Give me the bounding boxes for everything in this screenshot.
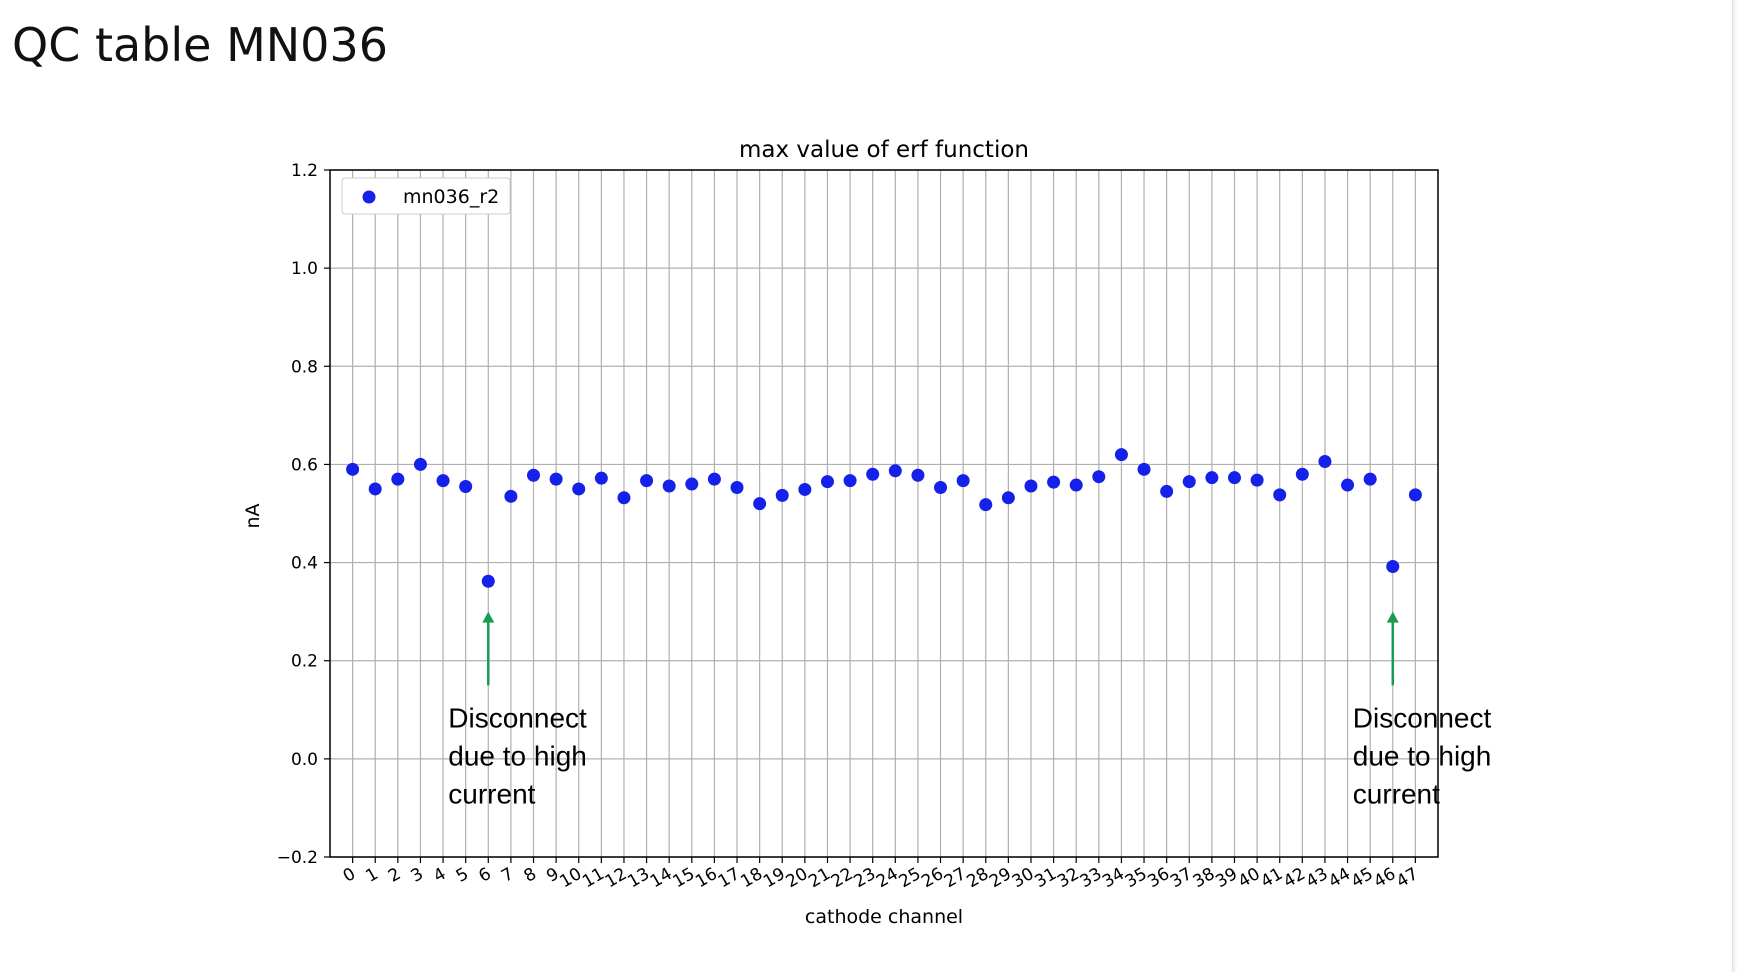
data-point — [1047, 475, 1061, 489]
data-point — [820, 475, 834, 489]
data-point — [1408, 488, 1422, 502]
data-point — [775, 488, 789, 502]
annotation-label-line: current — [1353, 778, 1440, 809]
data-point — [1205, 471, 1219, 485]
data-points — [346, 448, 1422, 588]
data-point — [572, 482, 586, 496]
x-tick-label: 2 — [385, 864, 404, 887]
data-point — [549, 472, 563, 486]
data-point — [753, 497, 767, 511]
x-tick-label: 7 — [498, 864, 517, 887]
data-point — [866, 467, 880, 481]
annotation-label-line: current — [448, 778, 535, 809]
annotation-label-line: due to high — [1353, 740, 1492, 771]
data-point — [391, 472, 405, 486]
x-tick-label: 8 — [521, 864, 540, 887]
data-point — [956, 474, 970, 488]
y-axis-ticks: −0.2 0.0 0.2 0.4 0.6 0.8 1.0 1.2 — [277, 161, 330, 868]
data-point — [346, 462, 360, 476]
data-point — [1182, 475, 1196, 489]
data-point — [798, 482, 812, 496]
data-point — [843, 474, 857, 488]
data-point — [594, 471, 608, 485]
data-point — [1341, 478, 1355, 492]
data-point — [617, 491, 631, 505]
data-point — [1092, 470, 1106, 484]
data-point — [527, 468, 541, 482]
annotation-arrows — [482, 611, 1399, 686]
data-point — [1386, 559, 1400, 573]
y-tick-label: 0.4 — [291, 554, 318, 574]
annotation-label-line: Disconnect — [448, 702, 587, 733]
annotation-arrow-head — [1386, 611, 1399, 623]
slide-edge-shadow — [1733, 0, 1738, 972]
data-point — [685, 477, 699, 491]
y-tick-label: 0.6 — [291, 455, 318, 475]
data-point — [1160, 484, 1174, 498]
x-axis-label: cathode channel — [805, 906, 963, 928]
data-point — [640, 474, 654, 488]
y-tick-label: 1.2 — [291, 161, 318, 181]
annotation-labels: Disconnect due to high current Disconnect du… — [448, 702, 1491, 809]
y-tick-label: 0.2 — [291, 652, 318, 672]
data-point — [1227, 471, 1241, 485]
data-point — [413, 457, 427, 471]
data-point — [1024, 479, 1038, 493]
data-point — [911, 468, 925, 482]
annotation-arrow-head — [482, 611, 495, 623]
data-point — [504, 489, 518, 503]
data-point — [1318, 454, 1332, 468]
x-tick-label: 6 — [475, 864, 494, 887]
data-point — [1114, 448, 1128, 462]
x-tick-label: 0 — [340, 864, 359, 887]
data-point — [1250, 473, 1264, 487]
data-point — [1069, 478, 1083, 492]
chart-title: max value of erf function — [739, 137, 1029, 163]
data-point — [436, 474, 450, 488]
data-point — [730, 480, 744, 494]
x-axis-ticks: 0 1 2 3 4 5 6 7 8 9101112131415161718192021222324… — [340, 857, 1422, 892]
legend: mn036_r2 — [341, 177, 511, 215]
data-point — [888, 464, 902, 478]
slide-edge-divider — [1732, 0, 1733, 972]
annotation-label-line: Disconnect — [1353, 702, 1492, 733]
data-point — [481, 574, 495, 588]
x-tick-label: 4 — [430, 864, 449, 887]
data-point — [1273, 488, 1287, 502]
y-tick-label: 1.0 — [291, 259, 318, 279]
data-point — [368, 482, 382, 496]
plot-frame — [329, 169, 1439, 858]
legend-marker — [362, 190, 376, 204]
data-point — [979, 498, 993, 512]
data-point — [1001, 491, 1015, 505]
x-tick-label: 5 — [453, 864, 472, 887]
y-tick-label: 0.0 — [291, 750, 318, 770]
data-point — [662, 479, 676, 493]
data-point — [934, 480, 948, 494]
data-point — [707, 472, 721, 486]
x-tick-label: 1 — [362, 864, 381, 887]
y-axis-label: nA — [242, 503, 264, 528]
x-tick-label: 47 — [1393, 864, 1422, 892]
slide-title: QC table MN036 — [12, 18, 388, 72]
data-point — [1137, 462, 1151, 476]
legend-label: mn036_r2 — [403, 186, 499, 208]
y-tick-label: −0.2 — [277, 848, 318, 868]
data-point — [459, 480, 473, 494]
data-point — [1295, 467, 1309, 481]
annotation-label-line: due to high — [448, 740, 587, 771]
x-tick-label: 3 — [408, 864, 427, 887]
y-tick-label: 0.8 — [291, 357, 318, 377]
legend-box — [341, 177, 511, 215]
data-point — [1363, 472, 1377, 486]
